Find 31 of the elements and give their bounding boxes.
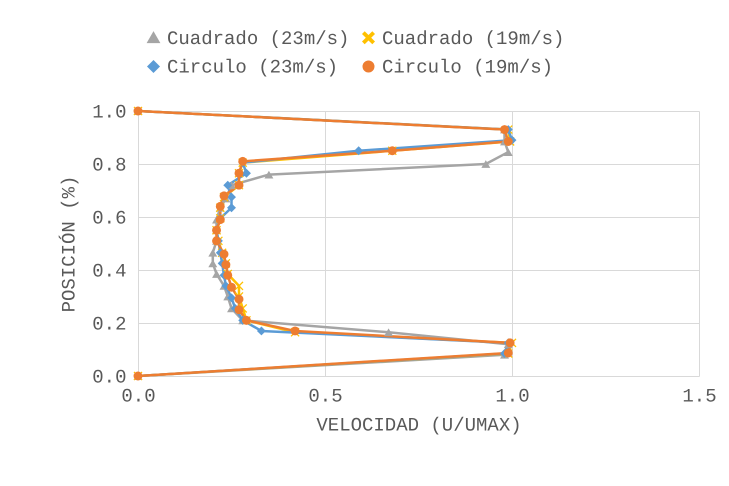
point	[234, 305, 244, 314]
legend-label: Cuadrado (19m/s)	[382, 28, 564, 50]
point	[481, 160, 490, 168]
y-tick-label: 1.0	[92, 102, 126, 124]
x-tick-label: 1.0	[495, 386, 530, 408]
legend-label: Circulo (19m/s)	[382, 56, 554, 78]
y-tick-label: 0.6	[92, 208, 126, 230]
point	[234, 281, 244, 290]
y-axis-title: POSICIÓN (%)	[58, 176, 80, 312]
point	[227, 282, 236, 292]
point	[227, 293, 236, 302]
point	[234, 294, 244, 304]
point	[227, 203, 236, 212]
legend-label: Cuadrado (23m/s)	[167, 28, 350, 50]
point	[212, 270, 222, 278]
x-tick-label: 1.5	[682, 386, 717, 408]
legend-label: Circulo (23m/s)	[167, 56, 338, 78]
x-tick-label: 0.0	[121, 386, 156, 408]
y-tick-label: 0.2	[92, 314, 126, 336]
point	[208, 248, 218, 257]
x-axis-title: VELOCIDAD (U/UMAX)	[316, 414, 522, 436]
x-tick-label: 0.5	[308, 386, 343, 408]
point	[223, 180, 232, 190]
y-tick-label: 0.4	[92, 260, 126, 282]
point	[256, 326, 266, 336]
point	[384, 328, 394, 336]
point	[354, 146, 364, 156]
y-tick-label: 0.8	[92, 154, 126, 176]
point	[264, 170, 274, 178]
y-tick-label: 0.0	[92, 366, 126, 388]
point	[504, 148, 513, 156]
